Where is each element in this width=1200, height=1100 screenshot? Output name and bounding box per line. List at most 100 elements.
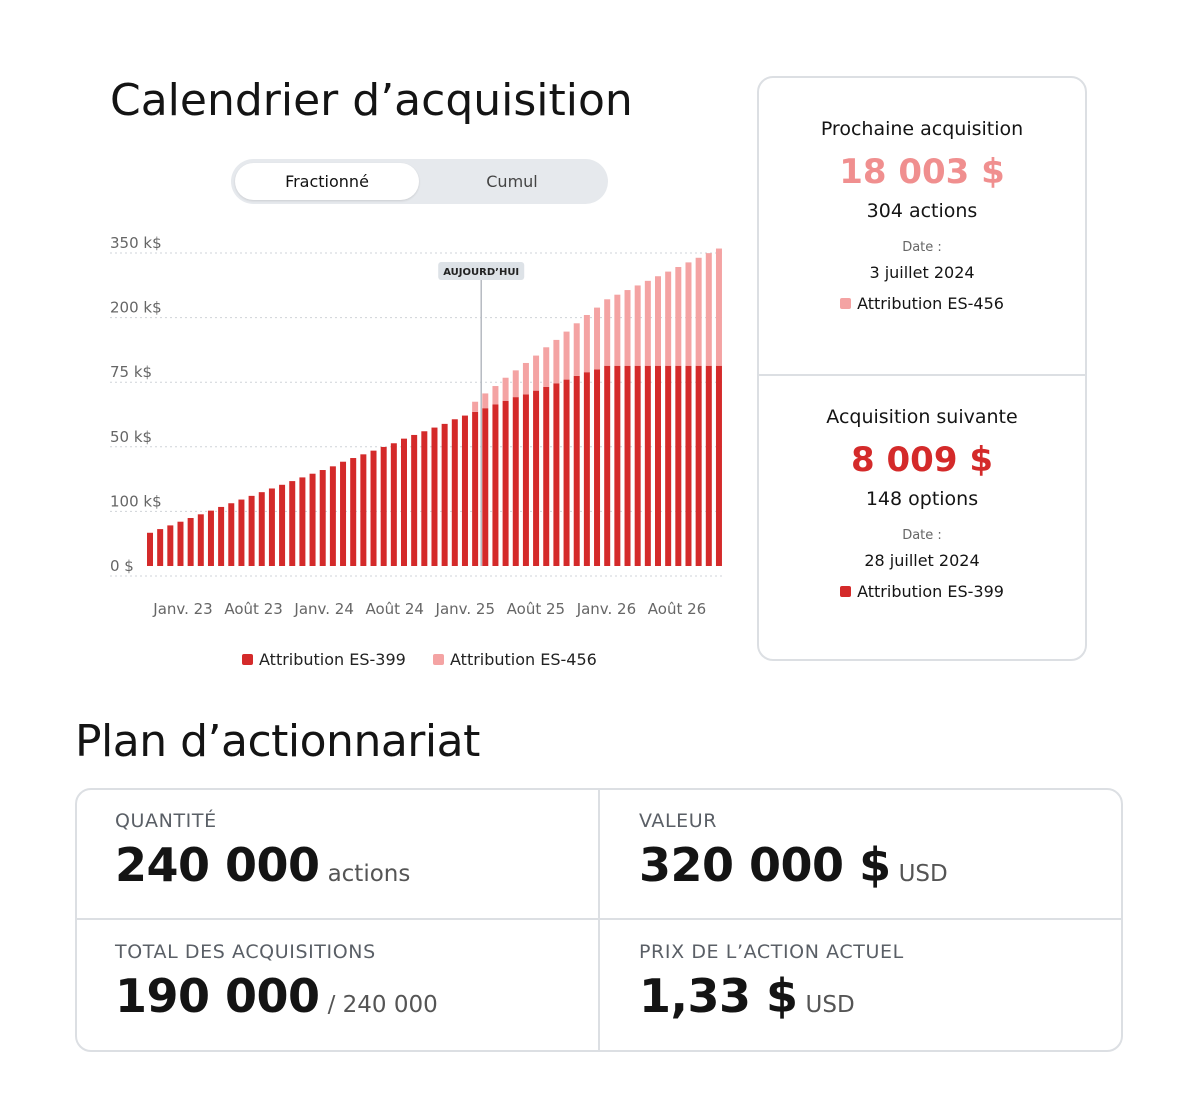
bar-segment: [441, 423, 448, 566]
cell-number: 190 000: [115, 969, 320, 1023]
bar-segment: [553, 383, 560, 566]
today-label: AUJOURD’HUI: [443, 267, 519, 278]
bar-segment: [502, 400, 509, 566]
chart-title: Calendrier d’acquisition: [110, 75, 633, 126]
bar-segment: [614, 365, 621, 566]
bar-segment: [207, 510, 214, 566]
bar-segment: [604, 365, 611, 566]
bar-segment: [604, 299, 611, 366]
bar-segment: [319, 470, 326, 566]
bar-segment: [634, 285, 641, 366]
bar-segment: [563, 379, 570, 566]
x-tick-label: Janv. 23: [152, 600, 212, 618]
bar-segment: [472, 401, 479, 412]
bar-segment: [451, 419, 458, 566]
bar-segment: [634, 365, 641, 566]
bar-segment: [695, 257, 702, 366]
plan-cell: PRIX DE L’ACTION ACTUEL 1,33 $ USD: [601, 921, 1123, 1051]
bar-segment: [218, 506, 225, 566]
bar-segment: [329, 466, 336, 566]
toggle: Fractionné Cumul: [231, 159, 608, 204]
card-legend: Attribution ES-399: [759, 582, 1085, 601]
legend-label: Attribution ES-456: [450, 650, 597, 669]
bar-segment: [289, 481, 296, 566]
bar-segment: [695, 365, 702, 566]
x-tick-label: Janv. 25: [435, 600, 495, 618]
bar-segment: [543, 347, 550, 387]
bar-segment: [583, 314, 590, 373]
bar-segment: [533, 390, 540, 566]
bar-segment: [401, 438, 407, 566]
bar-segment: [522, 362, 529, 395]
card-date-label: Date :: [902, 528, 942, 543]
cell-suffix: actions: [327, 861, 411, 887]
bar-segment: [187, 518, 194, 566]
bar-segment: [655, 276, 661, 366]
bar-segment: [665, 365, 672, 566]
bar-segment: [705, 365, 712, 566]
card-section: Prochaine acquisition 18 003 $ 304 actions…: [759, 118, 1085, 313]
bar-segment: [360, 454, 367, 566]
acquisition-cards: Prochaine acquisition 18 003 $ 304 actions…: [757, 76, 1087, 661]
bar-segment: [624, 290, 631, 366]
card-date-label: Date :: [902, 240, 942, 255]
bar-segment: [624, 365, 631, 566]
plan-table: QUANTITÉ 240 000 actions VALEUR 320 000 $ USD…: [75, 788, 1123, 1052]
card-section: Acquisition suivante 8 009 $ 148 options Da…: [759, 406, 1085, 601]
bar-segment: [492, 386, 499, 405]
cell-label: TOTAL DES ACQUISITIONS: [115, 941, 376, 963]
today-badge: [438, 262, 525, 280]
bar-segment: [685, 365, 692, 566]
legend-swatch: [433, 654, 444, 665]
toggle-option[interactable]: Fractionné: [235, 163, 419, 200]
bar-segment: [594, 307, 601, 370]
bar-segment: [553, 339, 560, 384]
bar-segment: [665, 271, 672, 366]
x-tick-label: Août 23: [224, 600, 282, 618]
bar-segment: [492, 404, 499, 566]
legend-label: Attribution ES-399: [259, 650, 406, 669]
card-legend-label: Attribution ES-399: [857, 582, 1004, 601]
bar-segment: [675, 266, 682, 366]
bar-segment: [380, 446, 387, 566]
bar-segment: [431, 427, 438, 566]
bar-segment: [248, 495, 255, 566]
cell-number: 240 000: [115, 838, 320, 892]
bar-segment: [340, 461, 347, 566]
x-tick-label: Janv. 26: [576, 600, 636, 618]
toggle-option[interactable]: Cumul: [486, 172, 538, 191]
card-legend: Attribution ES-456: [759, 294, 1085, 313]
bar-segment: [350, 458, 357, 566]
y-tick-label: 200 k$: [110, 299, 162, 317]
chart: Calendrier d’acquisition 0 $ 100 k$ 50 k$ 7…: [110, 75, 722, 669]
bar-segment: [197, 514, 204, 566]
bar-segment: [705, 253, 712, 366]
bar-segment: [370, 450, 377, 566]
card-legend-swatch: [840, 298, 852, 309]
bar-segment: [421, 431, 428, 566]
x-tick-label: Août 25: [507, 600, 565, 618]
y-tick-label: 50 k$: [110, 428, 152, 446]
card-date: 28 juillet 2024: [864, 551, 980, 570]
bar-segment: [614, 294, 621, 366]
bar-segment: [502, 377, 509, 401]
card-amount: 18 003 $: [839, 152, 1005, 192]
x-tick-label: Janv. 24: [293, 600, 353, 618]
bar-segment: [167, 525, 174, 566]
bar-segment: [461, 415, 468, 566]
bar-segment: [309, 473, 316, 566]
cell-suffix: USD: [805, 992, 855, 1018]
bar-segment: [268, 488, 275, 566]
cell-label: QUANTITÉ: [115, 810, 217, 832]
cell-value: 240 000 actions: [115, 838, 599, 892]
bar-segment: [563, 331, 570, 380]
card-title: Prochaine acquisition: [820, 118, 1024, 140]
x-tick-label: Août 26: [648, 600, 706, 618]
bar-segment: [644, 365, 651, 566]
bar-segment: [512, 397, 519, 566]
card-date: 3 juillet 2024: [869, 263, 975, 282]
bar-segment: [685, 262, 692, 366]
card-units: 148 options: [865, 488, 979, 510]
